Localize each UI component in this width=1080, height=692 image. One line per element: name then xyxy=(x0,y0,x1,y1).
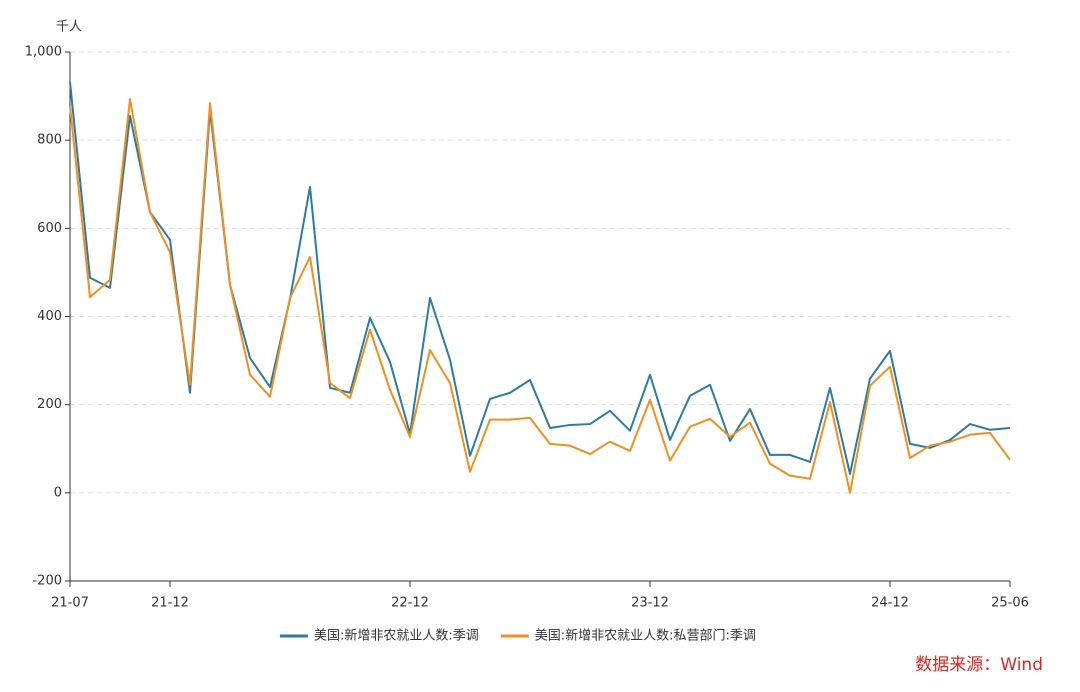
x-tick-label: 22-12 xyxy=(391,596,429,611)
legend-label: 美国:新增非农就业人数:私营部门:季调 xyxy=(535,628,756,644)
y-tick-label: 200 xyxy=(37,397,62,412)
x-tick-label: 25-06 xyxy=(991,596,1029,611)
x-tick-label: 21-12 xyxy=(151,596,189,611)
x-tick-label: 24-12 xyxy=(871,596,909,611)
y-unit: 千人 xyxy=(56,20,82,35)
series-line xyxy=(69,81,1011,475)
y-tick-label: 400 xyxy=(37,309,62,324)
source: 数据来源：Wind xyxy=(915,655,1043,675)
series-line xyxy=(69,98,1011,494)
legend-label: 美国:新增非农就业人数:季调 xyxy=(314,628,479,644)
x-tick-label: 21-07 xyxy=(51,596,89,611)
y-tick-label: 0 xyxy=(54,485,62,500)
y-tick-label: 800 xyxy=(37,133,62,148)
y-tick-label: 600 xyxy=(37,221,62,236)
x-tick-label: 23-12 xyxy=(631,596,669,611)
y-tick-label: -200 xyxy=(32,574,62,589)
y-tick-label: 1,000 xyxy=(25,45,62,60)
